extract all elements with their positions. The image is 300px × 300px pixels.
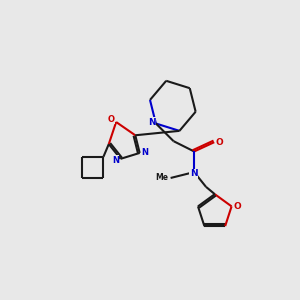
Text: O: O (215, 138, 223, 147)
Text: O: O (234, 202, 241, 211)
Text: Me: Me (155, 173, 168, 182)
Text: N: N (190, 169, 197, 178)
Text: O: O (107, 115, 114, 124)
Text: N: N (112, 156, 119, 165)
Text: N: N (142, 148, 148, 158)
Text: N: N (148, 118, 155, 127)
